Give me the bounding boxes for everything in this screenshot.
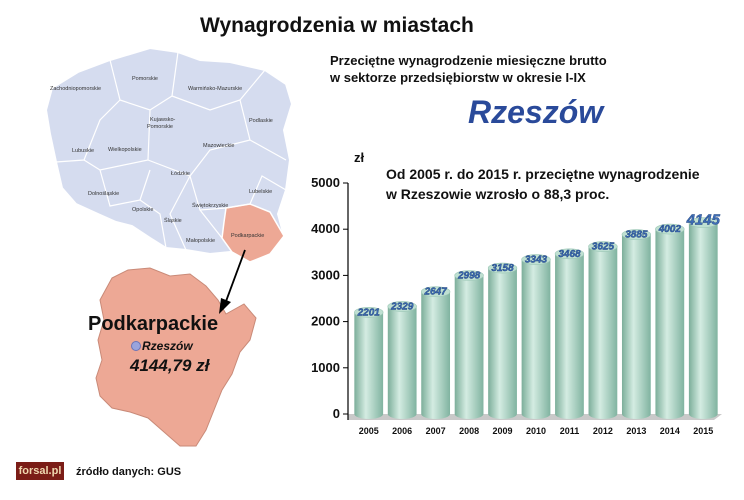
bar-value-label: 3885	[625, 230, 648, 241]
label-swietokrzyskie: Świętokrzyskie	[192, 201, 228, 209]
label-lubelskie: Lubelskie	[249, 189, 272, 195]
x-tick-label: 2010	[526, 426, 546, 436]
label-zachodniopomorskie: Zachodniopomorskie	[50, 86, 101, 92]
subtitle-line1: Przeciętne wynagrodzenie miesięczne brut…	[330, 53, 607, 68]
bar	[555, 253, 584, 419]
bar	[454, 275, 484, 419]
y-tick-label: 0	[333, 406, 340, 421]
bar-top	[621, 229, 652, 240]
pointer-arrow	[219, 249, 246, 314]
x-tick-label: 2012	[593, 426, 613, 436]
bar-value-label: 3343	[525, 255, 548, 266]
bar-top	[420, 286, 451, 298]
podkarpackie-small	[221, 203, 285, 263]
subtitle: Przeciętne wynagrodzenie miesięczne brut…	[330, 52, 607, 86]
voivodeship-labels: Pomorskie Warmińsko-Mazurskie Zachodniop…	[50, 76, 273, 244]
podkarpackie-large	[95, 267, 257, 447]
annotation-line1: Od 2005 r. do 2015 r. przeciętne wynagro…	[386, 166, 700, 182]
bar	[421, 291, 451, 419]
bar	[588, 246, 618, 419]
bar-top	[354, 307, 384, 318]
label-lodzkie: Łódzkie	[171, 171, 190, 177]
label-mazowieckie: Mazowieckie	[203, 143, 234, 149]
bar-top	[521, 254, 551, 265]
bar-value-label: 3468	[558, 249, 581, 260]
x-tick-label: 2014	[660, 426, 680, 436]
region-city: Rzeszów	[142, 339, 193, 353]
label-podlaskie: Podlaskie	[249, 118, 273, 124]
bar-top	[487, 262, 518, 274]
label-pomorskie: Pomorskie	[132, 76, 158, 82]
chart-annotation: Od 2005 r. do 2015 r. przeciętne wynagro…	[386, 164, 700, 204]
source-note: źródło danych: GUS	[76, 466, 182, 478]
x-tick-label: 2013	[626, 426, 646, 436]
label-wielkopolskie: Wielkopolskie	[108, 147, 142, 153]
bar-top	[588, 241, 618, 252]
label-warminsko-mazurskie: Warmińsko-Mazurskie	[188, 86, 242, 92]
y-tick-label: 2000	[311, 314, 340, 329]
x-tick-label: 2008	[459, 426, 479, 436]
region-title: Podkarpackie	[88, 313, 219, 335]
city-title: Rzeszów	[468, 94, 604, 130]
bar-top	[688, 217, 718, 228]
forsal-logo: forsal.pl	[16, 462, 64, 480]
bar-top	[655, 223, 685, 235]
y-axis-unit: zł	[354, 150, 365, 165]
x-tick-label: 2011	[560, 426, 580, 436]
bar-value-label: 3625	[592, 242, 615, 253]
subtitle-line2: w sektorze przedsiębiorstw w okresie I-I…	[330, 70, 586, 85]
label-dolnoslaskie: Dolnośląskie	[88, 191, 119, 197]
bar	[354, 312, 384, 419]
x-tick-label: 2005	[359, 426, 379, 436]
y-tick-label: 1000	[311, 360, 340, 375]
y-tick-label: 5000	[311, 175, 340, 190]
x-tick-label: 2006	[392, 426, 412, 436]
bar-value-label: 2329	[390, 301, 414, 312]
bar	[387, 306, 417, 419]
label-slaskie: Śląskie	[164, 216, 182, 224]
bar-value-label: 3158	[491, 263, 514, 274]
y-tick-label: 3000	[311, 267, 340, 282]
x-tick-label: 2009	[493, 426, 513, 436]
bar-value-label: 2201	[357, 307, 381, 318]
bar-value-label: 4002	[658, 224, 682, 235]
bar	[488, 268, 517, 419]
label-opolskie: Opolskie	[132, 207, 153, 213]
bar	[655, 229, 685, 419]
page-title: Wynagrodzenia w miastach	[200, 14, 474, 37]
bar-top	[387, 301, 417, 312]
bar-value-label: 2998	[457, 270, 481, 281]
bar-top	[554, 248, 585, 260]
label-kujawsko-pomorskie: Pomorskie	[147, 124, 173, 130]
label-malopolskie: Małopolskie	[186, 238, 215, 244]
bar-value-label: 2647	[424, 287, 448, 298]
annotation-line2: w Rzeszowie wzrosło o 88,3 proc.	[386, 186, 610, 202]
bar	[521, 259, 551, 419]
label-podkarpackie: Podkarpackie	[231, 233, 264, 239]
bar-value-label: 4145	[686, 212, 721, 229]
rzeszow-marker-icon	[131, 341, 141, 351]
voivodeship-borders	[55, 51, 287, 251]
x-tick-label: 2015	[693, 426, 713, 436]
label-lubuskie: Lubuskie	[72, 148, 94, 154]
region-value: 4144,79 zł	[130, 356, 210, 375]
y-tick-label: 4000	[311, 221, 340, 236]
bar	[688, 222, 718, 419]
x-tick-label: 2007	[426, 426, 446, 436]
label-kujawsko: Kujawsko-	[150, 117, 176, 123]
bar-top	[454, 270, 484, 281]
bar	[621, 234, 651, 419]
